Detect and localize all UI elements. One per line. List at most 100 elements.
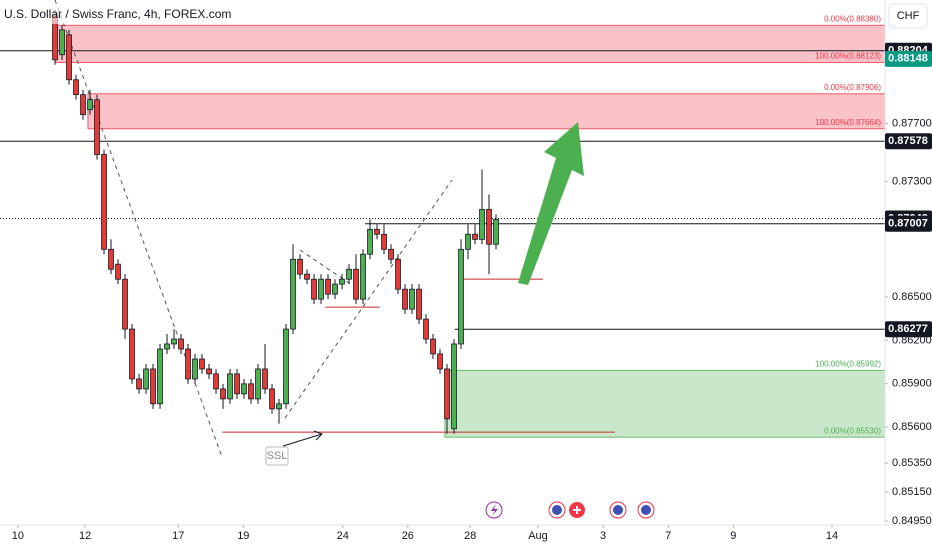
x-tick-label: 7 [665, 530, 671, 542]
candle-body [283, 328, 289, 405]
candle-body [325, 278, 331, 295]
candle-body [220, 388, 226, 400]
candle-body [416, 288, 422, 320]
zone [444, 369, 886, 438]
event-icon [491, 504, 498, 516]
zone-label: 0.00%(0.88380) [824, 14, 881, 23]
candle-body [185, 348, 191, 380]
x-tick-label: 19 [237, 530, 249, 542]
trend-line [54, 0, 223, 458]
annotation: SSL [267, 450, 288, 462]
zone [87, 93, 886, 130]
candle-body [136, 378, 142, 390]
event-icon [552, 505, 562, 515]
candle-body [360, 253, 366, 300]
candle-body [206, 368, 212, 375]
candle-body [381, 233, 387, 250]
candle-body [318, 278, 324, 300]
candle-body [255, 368, 261, 400]
price-label-text: 0.87007 [888, 218, 928, 230]
candle-body [122, 278, 128, 330]
candle-body [248, 383, 254, 400]
price-label-text: 0.86277 [888, 323, 928, 335]
title-bg [0, 6, 190, 24]
candle-body [472, 233, 478, 240]
x-tick-label: 3 [600, 530, 606, 542]
candle-body [234, 373, 240, 395]
candle-body [73, 79, 79, 96]
y-tick-label: 0.85150 [892, 486, 932, 498]
currency-button[interactable] [888, 3, 928, 29]
x-tick-label: Aug [528, 530, 548, 542]
annotation-box [265, 446, 289, 466]
candle-body [444, 368, 450, 420]
candle-body [367, 228, 373, 255]
candle-body [143, 368, 149, 390]
candle-body [304, 273, 310, 280]
zone-label: 100.00%(0.88123) [815, 52, 881, 61]
candle-body [192, 358, 198, 380]
zone-label: 100.00%(0.85992) [815, 360, 881, 369]
x-tick-label: 12 [79, 530, 91, 542]
candle-body [262, 368, 268, 390]
candle-body [199, 358, 205, 370]
candle-body [374, 228, 380, 235]
x-tick-label: 26 [402, 530, 414, 542]
candle-body [269, 388, 275, 410]
arrow [518, 122, 584, 285]
candle-body [150, 368, 156, 405]
price-label-text: 0.88148 [888, 53, 928, 65]
y-tick-label: 0.84950 [892, 515, 932, 527]
y-tick-label: 0.87300 [892, 175, 932, 187]
candle-body [395, 258, 401, 290]
candle-body [178, 338, 184, 350]
chart-title: U.S. Dollar / Swiss Franc, 4h, FOREX.com [4, 7, 231, 21]
trend-line [284, 179, 453, 419]
candle-body [101, 154, 107, 250]
candle-body [339, 278, 345, 285]
trend-line [299, 249, 353, 286]
zone [54, 24, 886, 63]
price-label [885, 321, 932, 338]
price-label-text: 0.87578 [888, 135, 928, 147]
candle-body [311, 278, 317, 300]
candle-body [213, 373, 219, 390]
candle-body [171, 338, 177, 345]
price-label [885, 133, 932, 150]
x-tick-label: 28 [464, 530, 476, 542]
event-icon [641, 505, 651, 515]
candle-body [94, 99, 100, 155]
candle-body [108, 248, 114, 270]
candle-body [402, 288, 408, 310]
candle-body [332, 283, 338, 295]
x-tick-label: 9 [730, 530, 736, 542]
y-tick-label: 0.86500 [892, 291, 932, 303]
candle-body [276, 403, 282, 410]
candle-body [353, 268, 359, 300]
candle-body [451, 343, 457, 430]
zone-label: 0.00%(0.87906) [824, 83, 881, 92]
y-tick-label: 0.85350 [892, 457, 932, 469]
candle-body [297, 258, 303, 275]
candle-body [346, 268, 352, 280]
x-tick-label: 24 [337, 530, 349, 542]
candle-body [80, 94, 86, 116]
candle-body [290, 258, 296, 330]
x-tick-label: 10 [12, 530, 24, 542]
candle-body [409, 288, 415, 310]
currency[interactable]: CHF [897, 10, 920, 22]
candle-body [129, 328, 135, 380]
event-icon [573, 506, 581, 514]
candle-body [164, 343, 170, 350]
candle-body [388, 248, 394, 260]
candle-body [66, 34, 72, 81]
price-label [885, 215, 932, 232]
candle-body [423, 318, 429, 340]
y-tick-label: 0.87700 [892, 117, 932, 129]
zone-label: 100.00%(0.87664) [815, 118, 881, 127]
candle-body [430, 338, 436, 355]
candle-body [465, 233, 471, 250]
